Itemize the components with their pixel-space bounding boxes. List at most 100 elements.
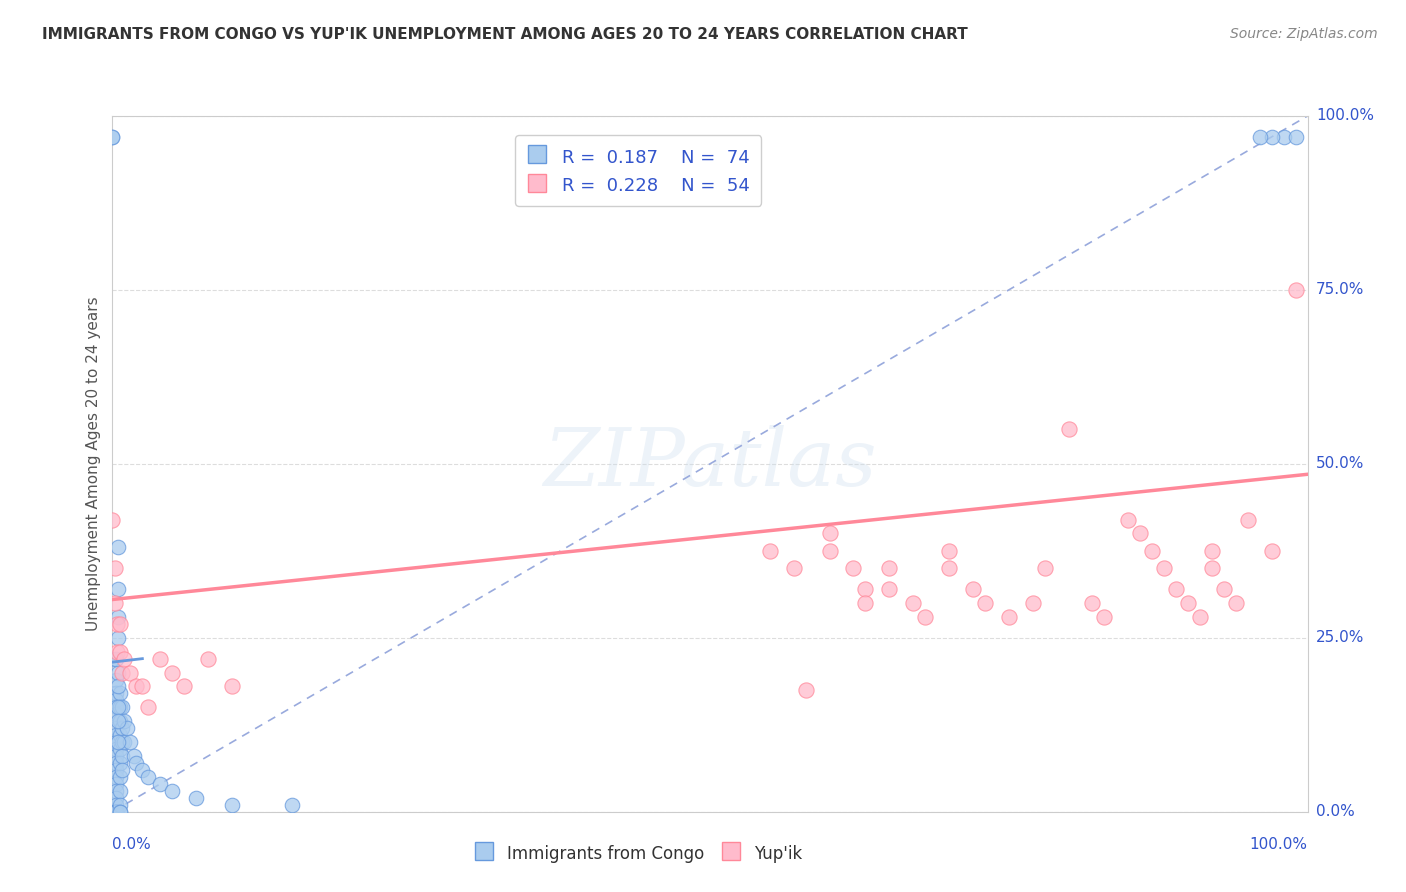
Point — [107, 665, 129, 680]
Point — [1212, 582, 1236, 596]
Point — [105, 721, 128, 735]
Point — [105, 805, 128, 819]
Point — [108, 714, 131, 729]
Point — [122, 749, 145, 764]
Point — [108, 756, 131, 770]
Point — [782, 561, 804, 575]
Point — [101, 651, 124, 665]
Point — [1057, 422, 1080, 436]
Point — [108, 700, 131, 714]
Point — [221, 797, 243, 812]
Text: 100.0%: 100.0% — [1316, 109, 1374, 123]
Point — [877, 561, 900, 575]
Point — [104, 596, 127, 610]
Point — [105, 784, 128, 798]
Point — [938, 544, 960, 558]
Point — [108, 645, 131, 659]
Point — [105, 693, 128, 707]
Point — [105, 797, 128, 812]
Point — [114, 651, 135, 665]
Text: 100.0%: 100.0% — [1250, 837, 1308, 852]
Point — [104, 561, 127, 575]
Point — [120, 735, 142, 749]
Point — [111, 721, 134, 735]
Point — [105, 651, 128, 665]
Point — [111, 700, 134, 714]
Point — [105, 645, 128, 659]
Point — [105, 805, 128, 819]
Point — [105, 616, 128, 631]
Point — [1081, 596, 1104, 610]
Point — [1092, 610, 1115, 624]
Point — [973, 596, 995, 610]
Point — [221, 680, 243, 694]
Point — [877, 582, 900, 596]
Point — [108, 797, 131, 812]
Point — [914, 610, 936, 624]
Point — [101, 129, 124, 144]
Point — [1285, 129, 1308, 144]
Point — [108, 616, 131, 631]
Point — [105, 805, 128, 819]
Point — [105, 805, 128, 819]
Point — [842, 561, 865, 575]
Point — [998, 610, 1021, 624]
Point — [105, 805, 128, 819]
Point — [1021, 596, 1043, 610]
Point — [197, 651, 219, 665]
Point — [107, 631, 129, 645]
Legend: Immigrants from Congo, Yup'ik: Immigrants from Congo, Yup'ik — [464, 834, 813, 873]
Point — [111, 749, 134, 764]
Text: Source: ZipAtlas.com: Source: ZipAtlas.com — [1230, 27, 1378, 41]
Point — [111, 665, 134, 680]
Point — [105, 686, 128, 700]
Point — [938, 561, 960, 575]
Point — [1153, 561, 1175, 575]
Point — [1225, 596, 1247, 610]
Point — [1164, 582, 1187, 596]
Point — [125, 680, 148, 694]
Point — [105, 700, 128, 714]
Point — [1189, 610, 1212, 624]
Point — [114, 735, 135, 749]
Text: 50.0%: 50.0% — [1316, 457, 1364, 471]
Point — [108, 805, 131, 819]
Point — [111, 763, 134, 777]
Point — [105, 770, 128, 784]
Point — [105, 790, 128, 805]
Point — [105, 805, 128, 819]
Point — [1201, 561, 1223, 575]
Point — [818, 526, 841, 541]
Text: 0.0%: 0.0% — [1316, 805, 1354, 819]
Point — [107, 700, 129, 714]
Point — [105, 805, 128, 819]
Point — [108, 805, 131, 819]
Point — [108, 742, 131, 756]
Point — [1260, 544, 1282, 558]
Point — [131, 763, 153, 777]
Point — [903, 596, 925, 610]
Point — [138, 770, 160, 784]
Point — [162, 784, 183, 798]
Point — [105, 805, 128, 819]
Point — [1140, 544, 1163, 558]
Point — [281, 797, 304, 812]
Point — [818, 544, 841, 558]
Point — [108, 728, 131, 742]
Point — [1201, 544, 1223, 558]
Point — [853, 582, 877, 596]
Point — [1129, 526, 1152, 541]
Text: IMMIGRANTS FROM CONGO VS YUP'IK UNEMPLOYMENT AMONG AGES 20 TO 24 YEARS CORRELATI: IMMIGRANTS FROM CONGO VS YUP'IK UNEMPLOY… — [42, 27, 967, 42]
Text: 75.0%: 75.0% — [1316, 283, 1364, 297]
Point — [173, 680, 195, 694]
Point — [105, 777, 128, 791]
Text: 25.0%: 25.0% — [1316, 631, 1364, 645]
Point — [105, 763, 128, 777]
Point — [120, 665, 142, 680]
Point — [111, 735, 134, 749]
Point — [107, 610, 129, 624]
Point — [107, 735, 129, 749]
Point — [149, 651, 172, 665]
Point — [962, 582, 984, 596]
Point — [1249, 129, 1271, 144]
